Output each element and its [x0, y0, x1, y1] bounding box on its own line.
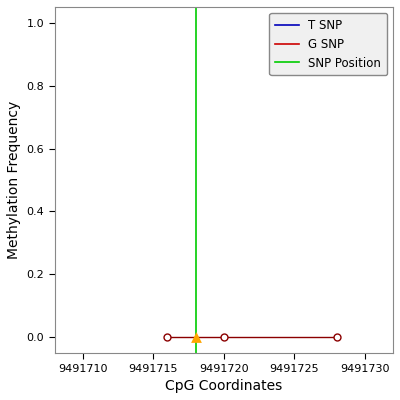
Point	[334, 334, 340, 340]
Point	[192, 334, 199, 340]
Point	[164, 334, 171, 340]
Y-axis label: Methylation Frequency: Methylation Frequency	[7, 101, 21, 259]
X-axis label: CpG Coordinates: CpG Coordinates	[165, 379, 282, 393]
Point	[221, 334, 227, 340]
Legend: T SNP, G SNP, SNP Position: T SNP, G SNP, SNP Position	[270, 13, 387, 76]
